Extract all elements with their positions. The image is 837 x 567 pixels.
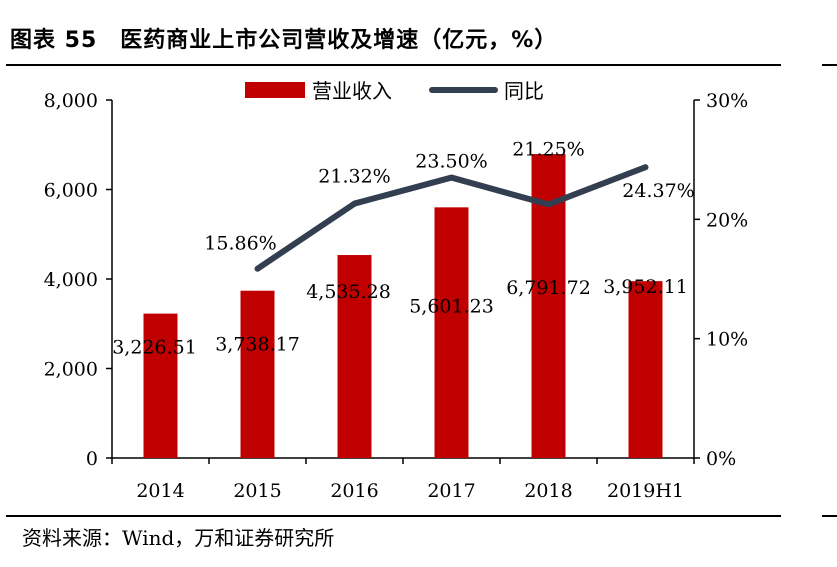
line-series bbox=[254, 164, 649, 272]
left-tick-label: 8,000 bbox=[44, 90, 98, 112]
x-tick-label: 2018 bbox=[524, 480, 572, 502]
bar-value-label: 5,601.23 bbox=[409, 295, 494, 317]
bar bbox=[337, 255, 372, 458]
bar bbox=[628, 281, 663, 458]
top-rule bbox=[6, 64, 781, 66]
chart-title: 图表 55 医药商业上市公司营收及增速（亿元，%） bbox=[10, 28, 558, 53]
bar-value-label: 3,226.51 bbox=[112, 337, 197, 359]
yoy-line bbox=[254, 164, 649, 272]
bar-value-label: 6,791.72 bbox=[506, 277, 591, 299]
x-tick-label: 2019H1 bbox=[607, 480, 684, 502]
x-axis: 2014 2015 2016 2017 2018 2019H1 bbox=[111, 457, 695, 502]
bar bbox=[240, 290, 275, 458]
bar-value-label: 4,535.28 bbox=[306, 281, 391, 303]
right-axis: 0% 10% 20% 30% bbox=[693, 90, 748, 470]
left-axis: 0 2,000 4,000 6,000 8,000 bbox=[44, 90, 113, 470]
source-note: 资料来源：Wind，万和证券研究所 bbox=[22, 526, 335, 550]
line-value-label: 23.50% bbox=[415, 151, 487, 173]
left-tick-label: 6,000 bbox=[44, 180, 98, 202]
right-tick-label: 20% bbox=[706, 209, 748, 231]
bar-series bbox=[143, 154, 663, 458]
bar bbox=[143, 313, 178, 458]
bar-value-label: 3,952.11 bbox=[603, 276, 688, 298]
left-tick-label: 4,000 bbox=[44, 269, 98, 291]
bar-value-label: 3,738.17 bbox=[215, 334, 300, 356]
x-tick-label: 2014 bbox=[136, 480, 184, 502]
line-value-label: 21.32% bbox=[318, 166, 390, 188]
bar bbox=[434, 207, 469, 458]
x-tick-label: 2017 bbox=[427, 480, 475, 502]
legend: 营业收入 同比 bbox=[245, 79, 544, 103]
x-tick-label: 2016 bbox=[330, 480, 378, 502]
line-value-label: 21.25% bbox=[512, 138, 584, 160]
legend-bar-swatch bbox=[245, 82, 305, 98]
bottom-rule bbox=[6, 515, 781, 517]
left-tick-label: 2,000 bbox=[44, 359, 98, 381]
right-tick-label: 0% bbox=[706, 448, 736, 470]
legend-line-label: 同比 bbox=[504, 79, 544, 103]
left-tick-label: 0 bbox=[86, 448, 98, 470]
line-value-label: 15.86% bbox=[204, 233, 276, 255]
line-value-label: 24.37% bbox=[622, 180, 694, 202]
top-rule-right bbox=[822, 64, 837, 66]
right-tick-label: 10% bbox=[706, 329, 748, 351]
x-tick-label: 2015 bbox=[233, 480, 281, 502]
legend-bar-label: 营业收入 bbox=[312, 79, 392, 103]
bottom-rule-right bbox=[822, 515, 837, 517]
right-tick-label: 30% bbox=[706, 90, 748, 112]
data-labels: 3,226.51 3,738.17 4,535.28 5,601.23 6,791.72… bbox=[112, 138, 695, 358]
